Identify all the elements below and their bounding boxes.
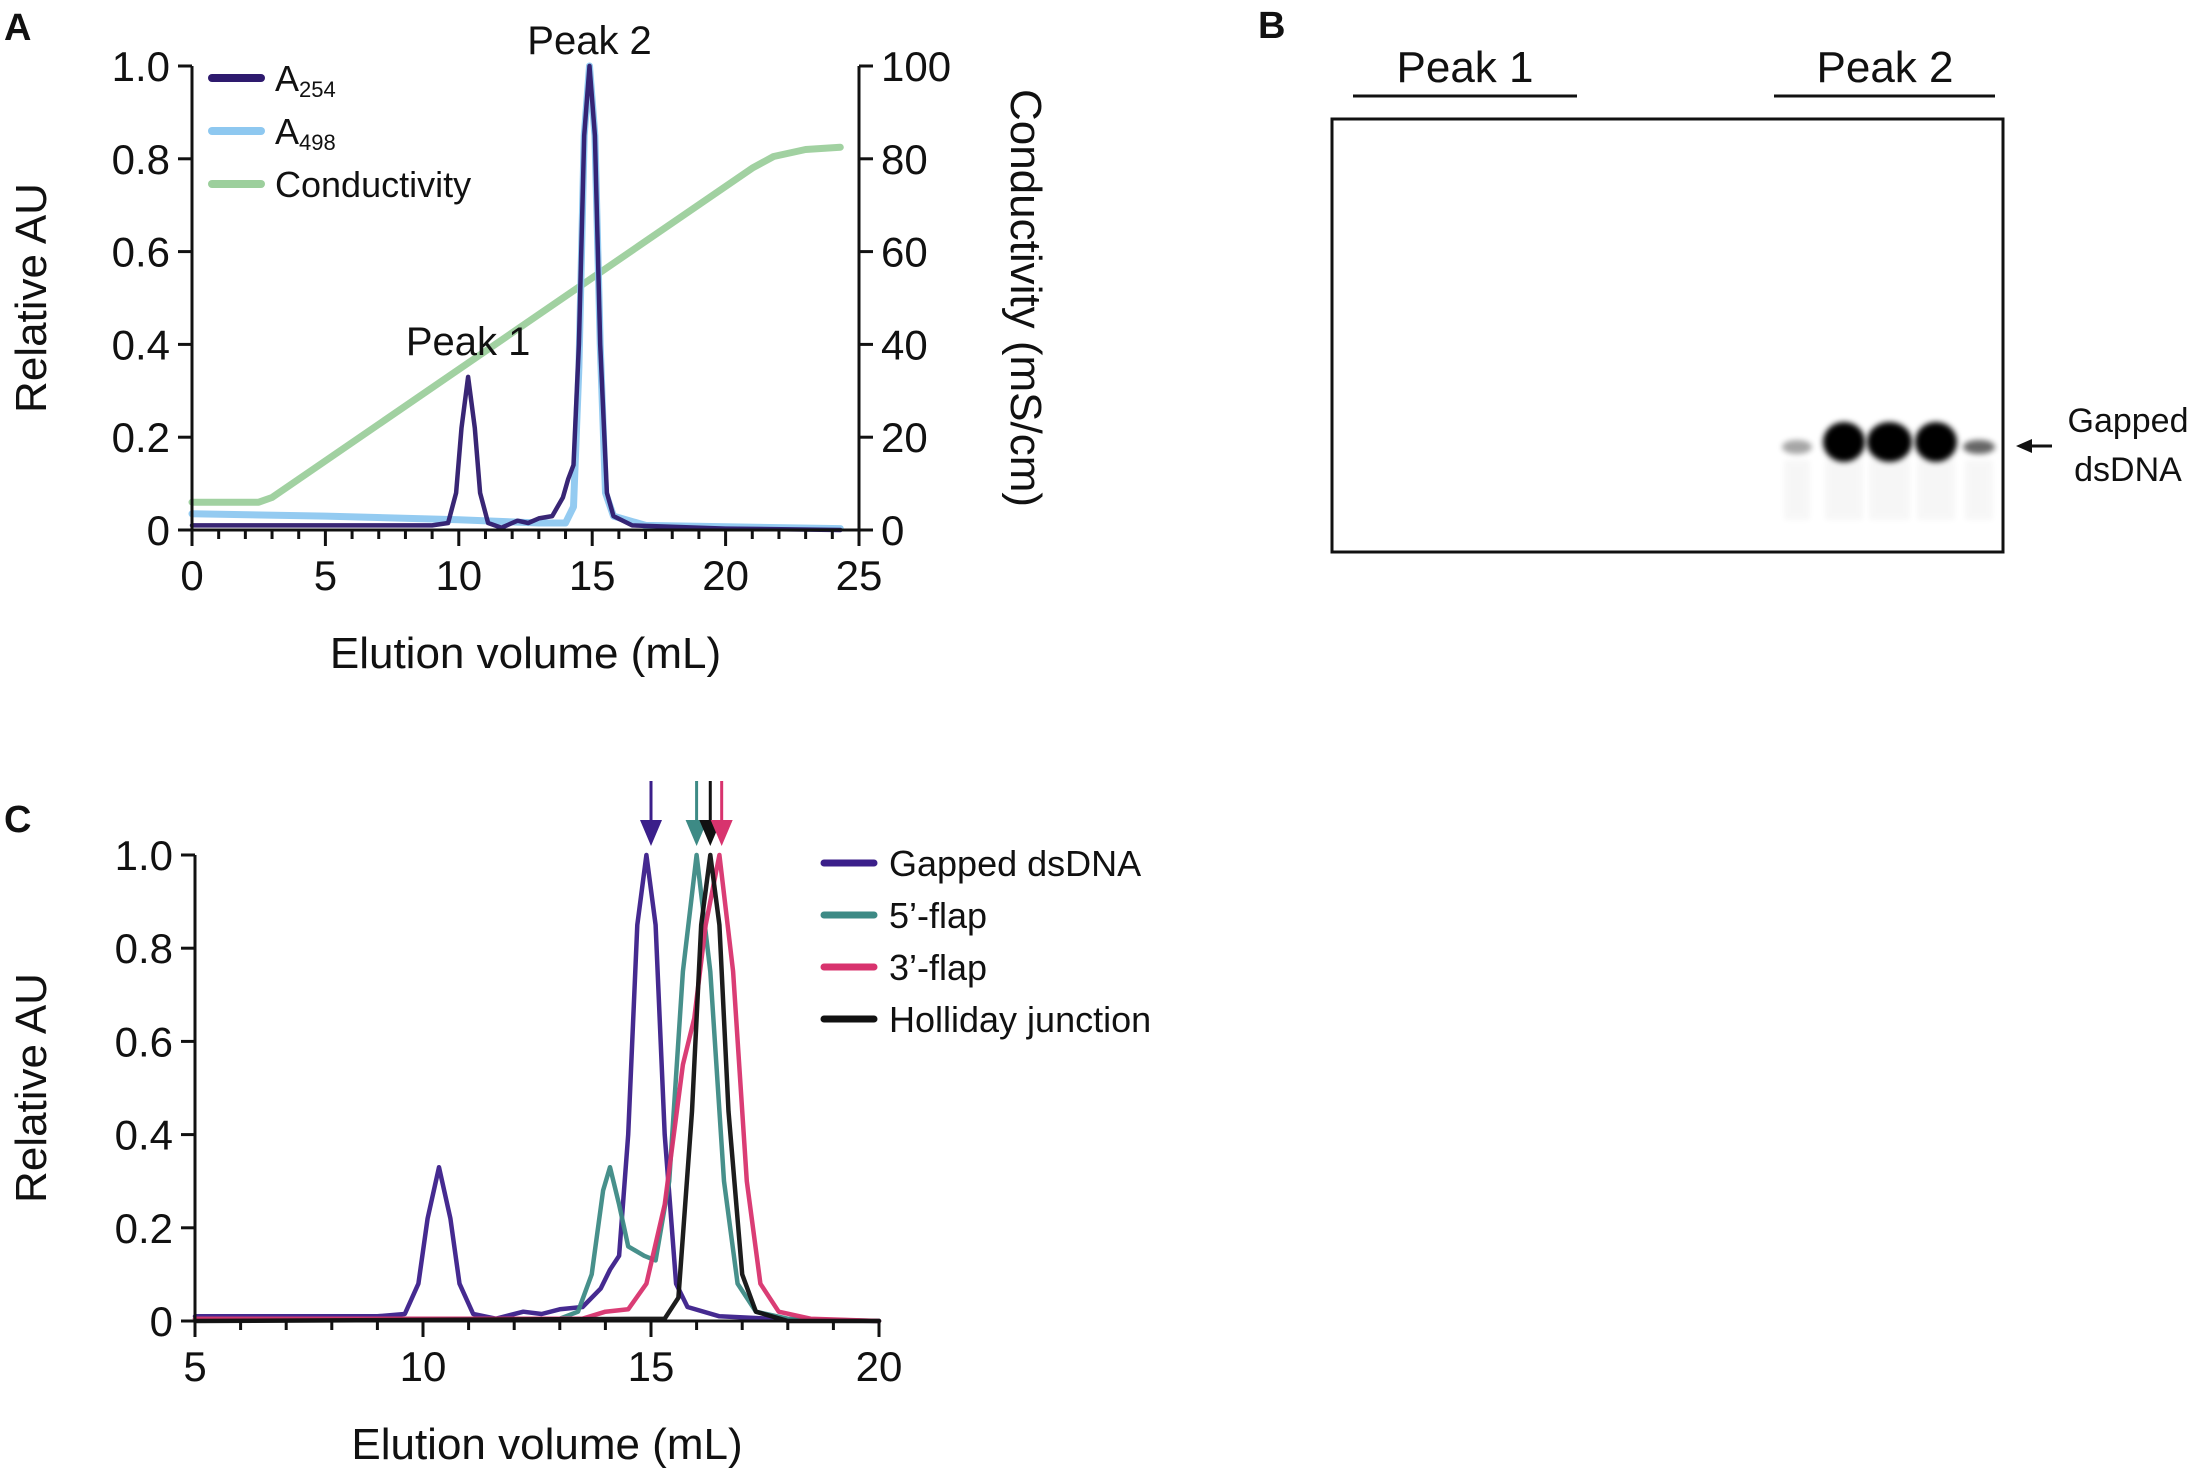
y-tick-label: 1.0 — [115, 832, 173, 879]
series-line-1 — [192, 852, 882, 1324]
y2-tick-label: 20 — [881, 414, 928, 461]
x-tick-label: 5 — [183, 1343, 206, 1390]
legend-label: Holliday junction — [889, 999, 1151, 1040]
gel-lane-smear — [1965, 460, 1993, 520]
chart-a-elution-profile: 0 0.2 0.4 0.6 0.8 1.0 0 20 40 60 80 100 0 5 10 15 20 25 El… — [7, 19, 1050, 678]
y2-tick-label: 60 — [881, 229, 928, 276]
legend-item: Holliday junction — [820, 999, 1151, 1040]
legend-label: 3’-flap — [889, 947, 987, 988]
legend-item: A498 — [208, 111, 336, 155]
gel-band — [1915, 422, 1957, 462]
legend-label: A254 — [275, 58, 336, 102]
legend-subscript: 498 — [299, 130, 336, 155]
y-tick-label: 0.2 — [112, 414, 170, 461]
gel-panel-b: Peak 1 Peak 2 Gapped dsDNA — [1330, 43, 2189, 554]
x-tick-label: 10 — [400, 1343, 447, 1390]
y2-axis-label: Conductivity (mS/cm) — [1001, 89, 1050, 507]
y-tick-label: 0.2 — [115, 1205, 173, 1252]
x-tick-label: 10 — [435, 552, 482, 599]
legend-item: 5’-flap — [820, 895, 987, 936]
y2-tick-label: 100 — [881, 43, 951, 90]
arrow-left-icon — [2016, 439, 2052, 453]
y-tick-label: 0.4 — [112, 321, 170, 368]
y-tick-label: 0 — [147, 507, 170, 554]
x-tick-label: 15 — [569, 552, 616, 599]
series-line-3 — [192, 852, 882, 1324]
peak-annotation-2: Peak 2 — [527, 19, 652, 63]
series-line-2 — [192, 852, 882, 1324]
y-tick-label: 0.8 — [115, 925, 173, 972]
legend-label: Gapped dsDNA — [889, 843, 1141, 884]
peak-annotation-1: Peak 1 — [406, 320, 531, 364]
x-tick-label: 0 — [180, 552, 203, 599]
series-line-0 — [192, 852, 882, 1324]
y-tick-label: 0.6 — [115, 1018, 173, 1065]
series-line-2 — [189, 63, 843, 533]
legend-item: A254 — [208, 58, 336, 102]
x-tick-label: 20 — [702, 552, 749, 599]
gel-band — [1867, 422, 1912, 462]
panel-label-b: B — [1258, 5, 1285, 47]
peak-arrow-down-icon — [710, 781, 733, 846]
gel-group-peak1: Peak 1 — [1397, 43, 1534, 92]
x-tick-label: 20 — [856, 1343, 903, 1390]
y-tick-label: 0.6 — [112, 229, 170, 276]
x-axis-label: Elution volume (mL) — [351, 1420, 742, 1469]
series-line-0 — [188, 143, 844, 506]
legend-subscript: 254 — [299, 77, 336, 102]
legend-label: Conductivity — [275, 164, 471, 205]
chart-c-dna-substrates: 0 0.2 0.4 0.6 0.8 1.0 5 10 15 20 Elution volume (m… — [7, 781, 1151, 1469]
peak-arrow-head — [640, 820, 662, 846]
y-tick-label: 0.8 — [112, 136, 170, 183]
panel-label-c: C — [4, 799, 31, 841]
gel-image-frame — [1330, 117, 2005, 554]
gel-group-peak2: Peak 2 — [1817, 43, 1954, 92]
y2-tick-label: 40 — [881, 321, 928, 368]
legend-label: A498 — [275, 111, 336, 155]
y-tick-label: 0.4 — [115, 1112, 173, 1159]
gel-lane-smear — [1784, 460, 1810, 520]
gel-lane-smear — [1869, 460, 1910, 520]
x-tick-label: 25 — [836, 552, 883, 599]
x-tick-label: 5 — [314, 552, 337, 599]
band-label-line2: dsDNA — [2074, 451, 2182, 489]
x-tick-label: 15 — [628, 1343, 675, 1390]
legend-label: 5’-flap — [889, 895, 987, 936]
band-label-line1: Gapped — [2068, 402, 2189, 440]
legend-item: Gapped dsDNA — [820, 843, 1141, 884]
peak-arrow-down-icon — [685, 781, 708, 846]
panel-label-a: A — [4, 7, 31, 49]
y-axis-label: Relative AU — [7, 973, 56, 1203]
y2-tick-label: 80 — [881, 136, 928, 183]
peak-arrow-down-icon — [640, 781, 662, 846]
legend-item: Conductivity — [208, 164, 471, 205]
gel-band — [1963, 440, 1995, 454]
gel-lane-smear — [1825, 460, 1863, 520]
y-axis-label: Relative AU — [7, 183, 56, 413]
peak-arrow-head — [710, 820, 733, 846]
x-axis-label: Elution volume (mL) — [330, 629, 721, 678]
y2-tick-label: 0 — [881, 507, 904, 554]
gel-lane-smear — [1917, 460, 1955, 520]
y-tick-label: 1.0 — [112, 43, 170, 90]
legend-item: 3’-flap — [820, 947, 987, 988]
gel-band — [1823, 422, 1865, 462]
gel-band — [1782, 440, 1812, 454]
y-tick-label: 0 — [150, 1298, 173, 1345]
